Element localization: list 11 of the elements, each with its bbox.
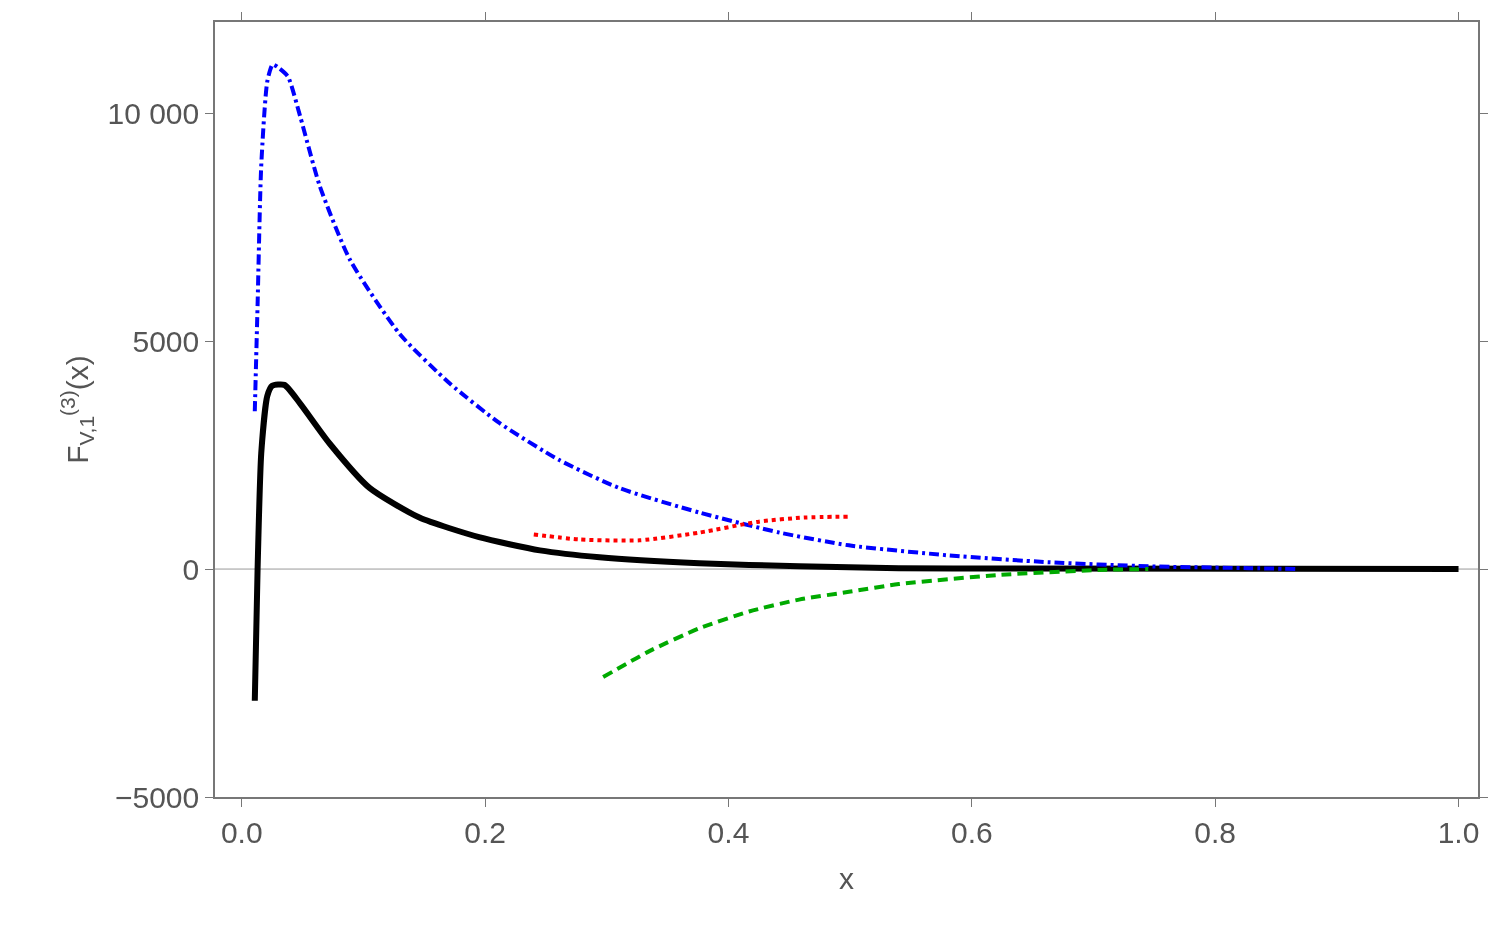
x-tick-label: 0.8: [1194, 815, 1237, 849]
x-tick-label: 0.6: [950, 815, 993, 849]
x-tick-label: 1.0: [1437, 815, 1480, 849]
y-tick-label: −5000: [114, 780, 200, 814]
x-axis-title: x: [839, 861, 854, 895]
y-tick-label: 10 000: [107, 96, 200, 130]
x-tick-label: 0.2: [464, 815, 506, 849]
x-tick-label: 0.4: [707, 815, 750, 849]
y-tick-label: 5000: [132, 324, 200, 358]
y-tick-label: 0: [182, 552, 200, 586]
x-tick-label: 0.0: [220, 815, 263, 849]
